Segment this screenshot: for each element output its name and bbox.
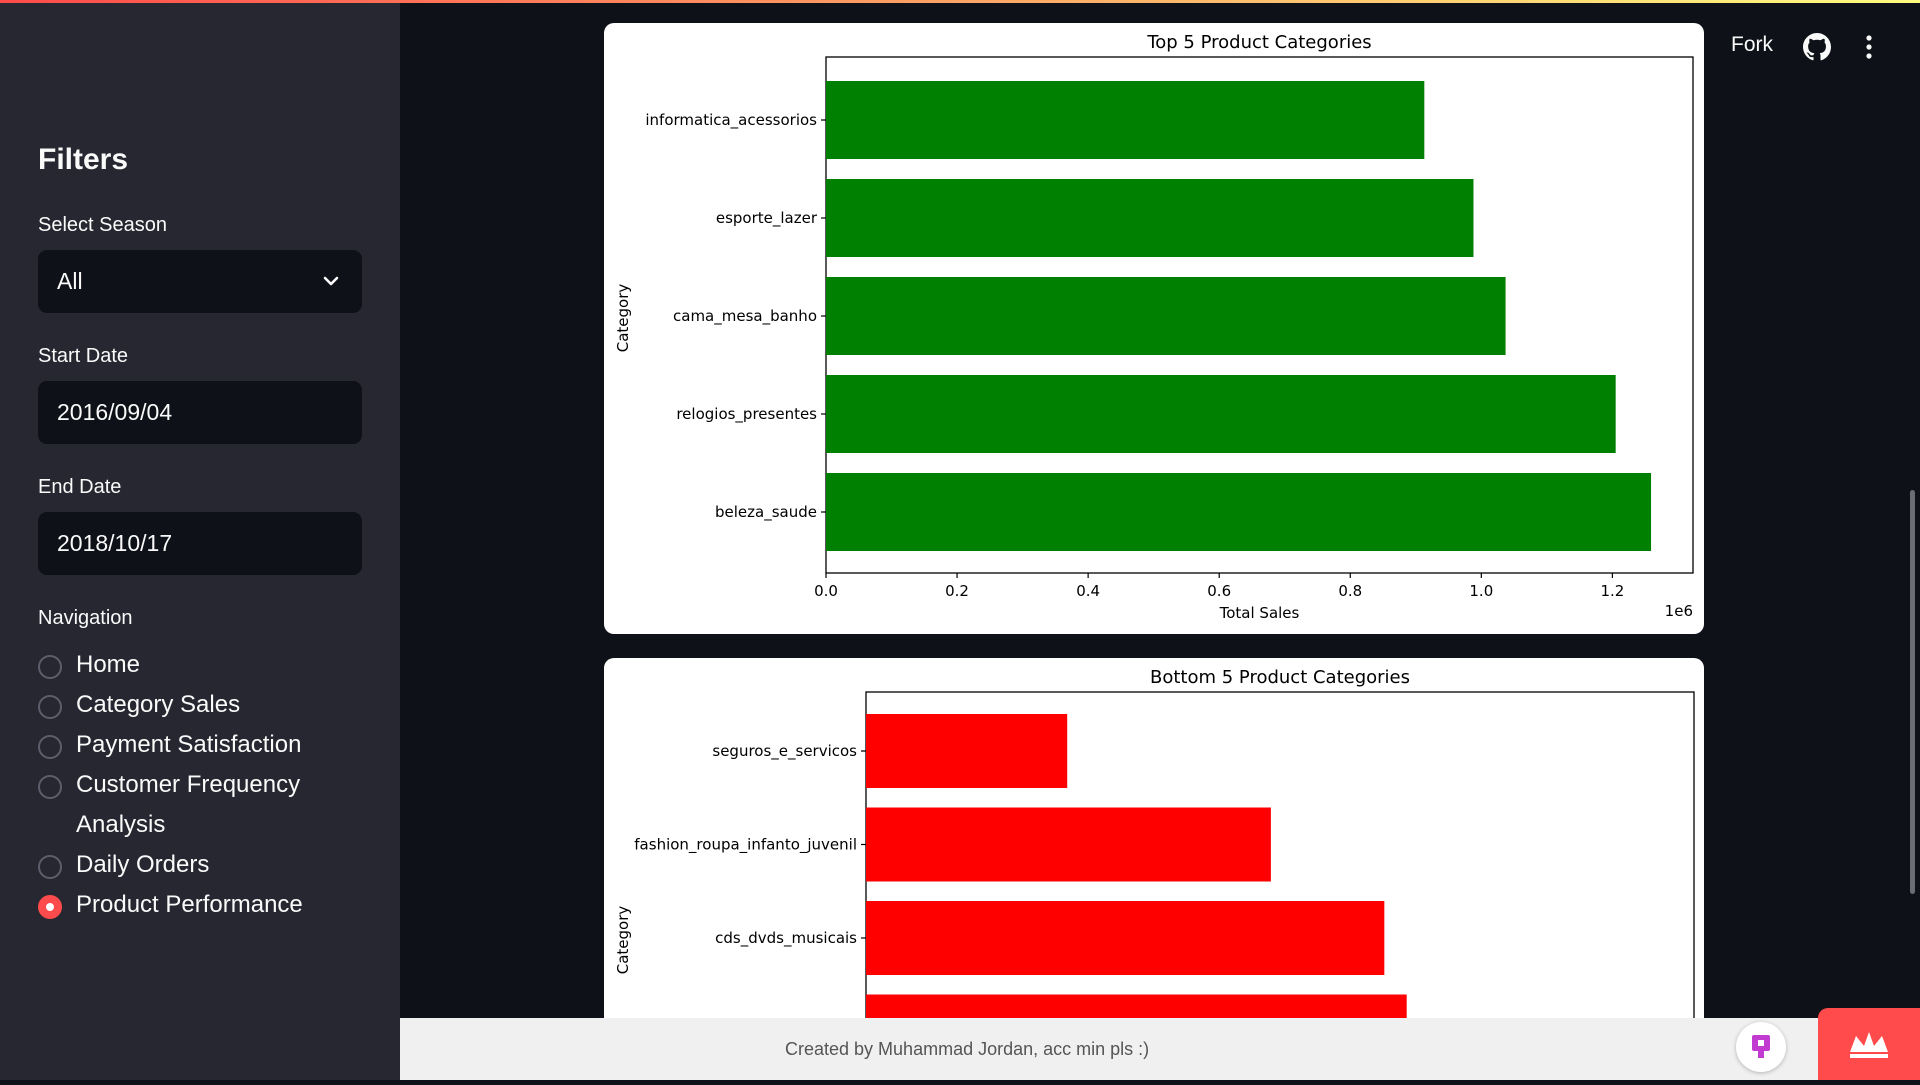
y-tick-label: relogios_presentes <box>676 405 817 424</box>
nav-item-daily-orders[interactable]: Daily Orders <box>38 851 326 885</box>
season-select-value: All <box>57 268 83 294</box>
y-axis-label: Category <box>614 906 632 975</box>
x-tick-label: 0.8 <box>1338 582 1362 600</box>
x-tick-label: 0.0 <box>814 582 838 600</box>
y-axis-label: Category <box>614 284 632 353</box>
top-categories-chart-card: Top 5 Product Categories informatica_aces… <box>604 23 1704 634</box>
nav-item-product-performance[interactable]: Product Performance <box>38 891 326 925</box>
bottom-categories-chart: Bottom 5 Product Categories seguros_e_ser… <box>614 667 1695 1018</box>
sidebar-title: Filters <box>38 143 129 176</box>
bar <box>866 901 1385 975</box>
crown-icon <box>1850 1032 1888 1058</box>
bottom-categories-chart-card: Bottom 5 Product Categories seguros_e_ser… <box>604 658 1704 1018</box>
start-date-value: 2016/09/04 <box>57 399 173 425</box>
avatar[interactable] <box>1736 1022 1786 1072</box>
y-tick-label: informatica_acessorios <box>645 111 817 130</box>
github-icon[interactable] <box>1803 33 1831 61</box>
season-select[interactable]: All <box>38 250 362 313</box>
start-date-input[interactable]: 2016/09/04 <box>38 381 362 444</box>
x-tick-label: 1.2 <box>1600 582 1624 600</box>
end-date-input[interactable]: 2018/10/17 <box>38 512 362 575</box>
nav-item-label: Home <box>76 651 141 678</box>
scrollbar-thumb[interactable] <box>1910 490 1915 894</box>
y-tick-label: esporte_lazer <box>716 209 818 228</box>
x-tick-label: 0.2 <box>945 582 969 600</box>
nav-item-label: Category Sales <box>76 691 241 718</box>
navigation-label: Navigation <box>38 607 133 629</box>
kebab-menu-icon[interactable] <box>1860 33 1878 61</box>
radio-icon[interactable] <box>38 655 62 679</box>
profile-icon <box>1752 1035 1770 1058</box>
y-tick-label: cama_mesa_banho <box>673 307 817 326</box>
nav-item-label: Product Performance <box>76 891 303 918</box>
bar <box>826 473 1652 551</box>
chevron-down-icon <box>323 276 339 286</box>
x-tick-label: 0.6 <box>1207 582 1231 600</box>
x-axis-label: Total Sales <box>1219 604 1300 622</box>
sidebar: Filters Select Season All Start Date 201… <box>0 0 400 1080</box>
fork-button[interactable]: Fork <box>1731 33 1773 56</box>
y-tick-label: cds_dvds_musicais <box>715 929 857 948</box>
x-scale-label: 1e6 <box>1665 602 1693 620</box>
radio-selected-icon[interactable] <box>38 895 62 919</box>
nav-item-label: Payment Satisfaction <box>76 731 302 758</box>
y-tick-label: beleza_saude <box>715 503 817 522</box>
top-accent-bar <box>0 0 1920 3</box>
nav-item-label: Customer Frequency Analysis <box>76 771 301 838</box>
radio-icon[interactable] <box>38 775 62 799</box>
start-date-label: Start Date <box>38 345 129 367</box>
bar <box>826 81 1425 159</box>
y-tick-label: fashion_roupa_infanto_juvenil <box>634 836 857 855</box>
chart-title: Top 5 Product Categories <box>1146 32 1371 53</box>
nav-item-customer-frequency[interactable]: Customer Frequency Analysis <box>38 771 326 845</box>
streamlit-badge[interactable] <box>1818 1008 1920 1080</box>
radio-icon[interactable] <box>38 855 62 879</box>
footer-text: Created by Muhammad Jordan, acc min pls … <box>785 1039 1150 1059</box>
bar <box>826 375 1616 453</box>
footer: Created by Muhammad Jordan, acc min pls … <box>400 1008 1920 1080</box>
bar <box>866 807 1271 882</box>
radio-icon[interactable] <box>38 695 62 719</box>
end-date-label: End Date <box>38 476 122 498</box>
bar <box>826 277 1506 355</box>
chart-title: Bottom 5 Product Categories <box>1150 667 1410 688</box>
x-tick-label: 1.0 <box>1469 582 1493 600</box>
top-categories-chart: Top 5 Product Categories informatica_aces… <box>614 32 1694 622</box>
bar <box>826 179 1474 257</box>
bar <box>866 994 1407 1018</box>
end-date-value: 2018/10/17 <box>57 530 173 556</box>
season-label: Select Season <box>38 214 167 236</box>
nav-item-payment-satisfaction[interactable]: Payment Satisfaction <box>38 731 326 765</box>
x-tick-label: 0.4 <box>1076 582 1100 600</box>
radio-icon[interactable] <box>38 735 62 759</box>
nav-item-home[interactable]: Home <box>38 651 326 685</box>
bar <box>866 714 1068 788</box>
nav-item-label: Daily Orders <box>76 851 210 878</box>
nav-item-category-sales[interactable]: Category Sales <box>38 691 326 725</box>
y-tick-label: seguros_e_servicos <box>712 742 857 761</box>
